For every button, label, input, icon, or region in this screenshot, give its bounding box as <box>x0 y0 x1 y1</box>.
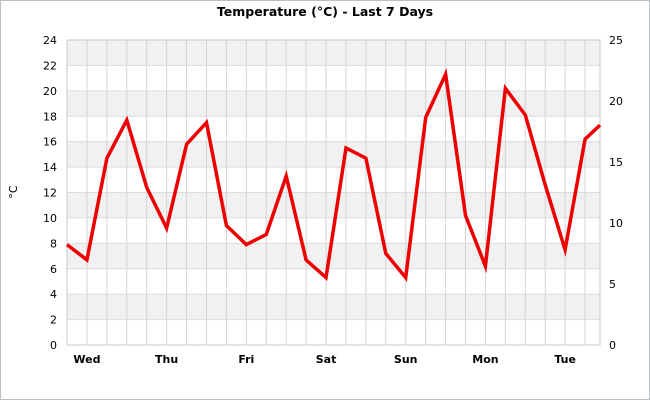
y-tick-label: 14 <box>43 161 57 174</box>
temperature-series-line <box>65 68 602 282</box>
y-tick-label: 0 <box>50 339 57 352</box>
chart-title: Temperature (°C) - Last 7 Days <box>216 4 434 19</box>
y-tick-label: 6 <box>50 263 57 276</box>
y-tick-label: 16 <box>43 136 57 149</box>
y-tick-label: 24 <box>43 34 57 47</box>
x-tick-label: Thu <box>155 353 178 366</box>
y-tick-label: 20 <box>43 85 57 98</box>
y-tick-label: 18 <box>43 110 57 123</box>
x-tick-label: Tue <box>554 353 576 366</box>
grid-band <box>67 40 600 66</box>
y-tick-label: 10 <box>43 212 57 225</box>
y2-tick-label: 10 <box>609 217 623 230</box>
y2-tick-label: 25 <box>609 34 623 47</box>
y-axis-label: °C <box>7 185 20 199</box>
y-tick-label: 4 <box>50 288 57 301</box>
y-tick-label: 8 <box>50 237 57 250</box>
y2-tick-label: 15 <box>609 156 623 169</box>
x-tick-label: Sun <box>394 353 418 366</box>
y2-tick-label: 0 <box>609 339 616 352</box>
x-tick-label: Wed <box>73 353 100 366</box>
x-tick-label: Mon <box>472 353 498 366</box>
grid-band <box>67 243 600 269</box>
x-tick-label: Fri <box>238 353 254 366</box>
y-tick-label: 2 <box>50 314 57 327</box>
y2-tick-label: 20 <box>609 95 623 108</box>
grid-band <box>67 141 600 168</box>
x-tick-label: Sat <box>316 353 337 366</box>
y2-tick-label: 5 <box>609 278 616 291</box>
y-tick-label: 22 <box>43 59 57 72</box>
y-tick-label: 12 <box>43 187 57 200</box>
grid-band <box>67 294 600 320</box>
